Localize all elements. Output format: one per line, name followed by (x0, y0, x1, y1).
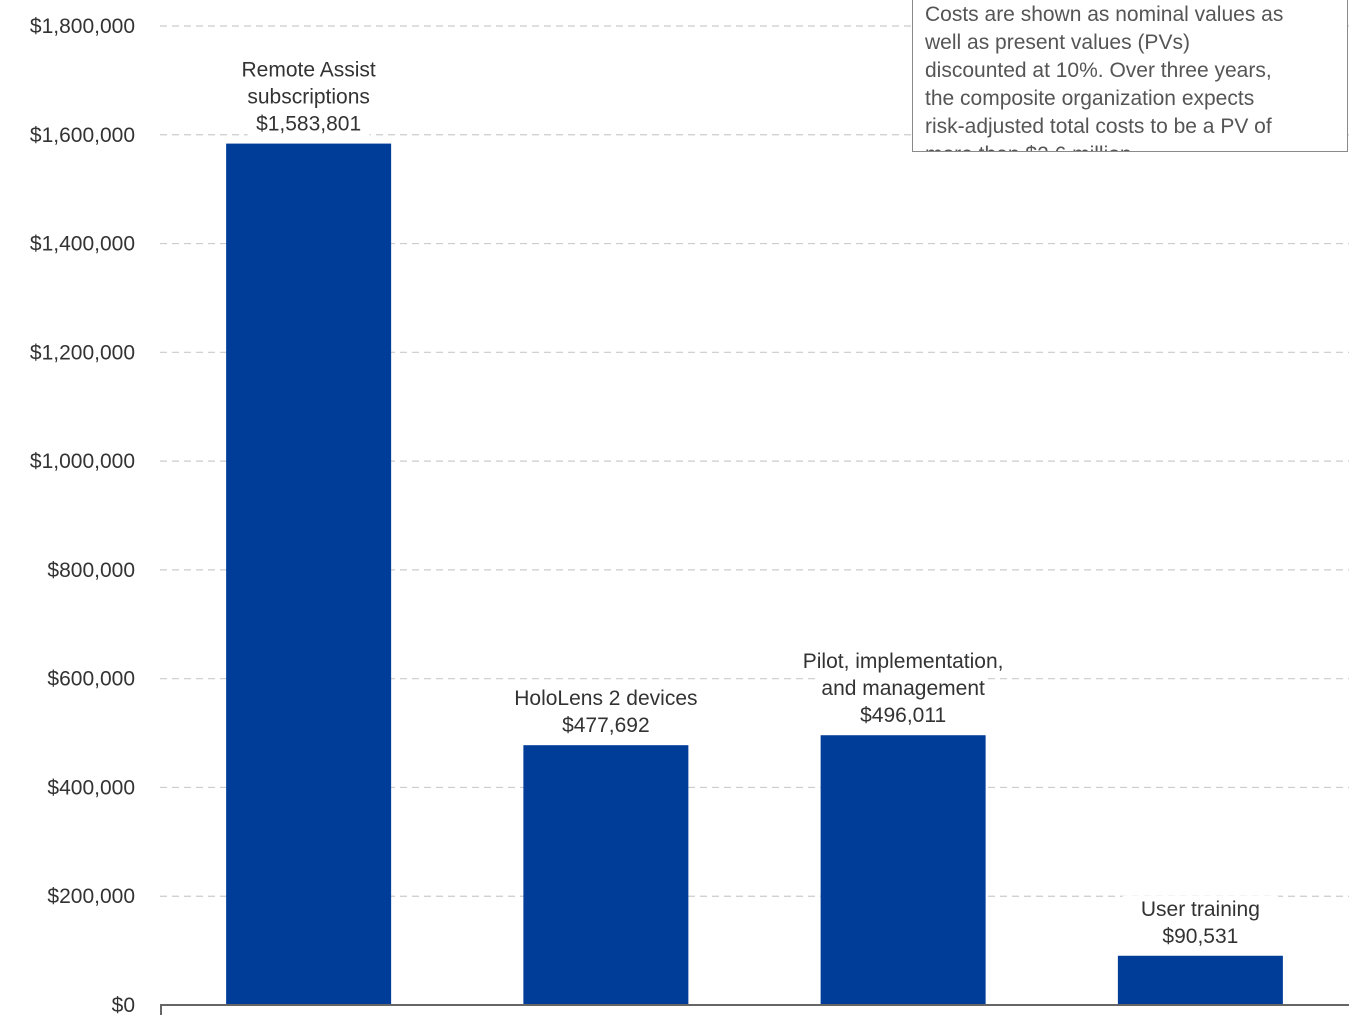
callout-line: the composite organization expects (925, 85, 1335, 113)
y-tick-label: $400,000 (47, 776, 135, 799)
y-tick-label: $600,000 (47, 668, 135, 691)
callout-line: discounted at 10%. Over three years, (925, 57, 1335, 85)
y-tick-label: $200,000 (47, 885, 135, 908)
callout-note: Costs are shown as nominal values as wel… (912, 0, 1348, 152)
y-tick-label: $1,000,000 (30, 450, 135, 473)
bar-value-label: $477,692 (562, 714, 650, 737)
callout-line: more than $2.6 million. (925, 141, 1335, 152)
bar-value-label: $496,011 (860, 704, 946, 727)
callout-line: well as present values (PVs) (925, 29, 1335, 57)
y-tick-label: $1,800,000 (30, 15, 135, 38)
y-tick-label: $0 (112, 994, 135, 1015)
bar-category-label: User training (1141, 898, 1260, 921)
bar (523, 745, 688, 1005)
bar-category-label: subscriptions (247, 86, 370, 109)
bar-category-label: and management (821, 677, 985, 700)
bar-value-label: $90,531 (1162, 925, 1238, 948)
bar (821, 735, 986, 1005)
bar (226, 144, 391, 1005)
callout-line: Costs are shown as nominal values as (925, 1, 1335, 29)
y-axis-tick-labels: $0 $200,000 $400,000 $600,000 $800,000 $1,000… (30, 15, 135, 1015)
callout-line: risk-adjusted total costs to be a PV of (925, 113, 1335, 141)
bar-category-label: Pilot, implementation, (803, 650, 1004, 673)
y-tick-label: $1,400,000 (30, 233, 135, 256)
bar-value-label: $1,583,801 (256, 113, 361, 136)
y-tick-label: $800,000 (47, 559, 135, 582)
bar (1118, 956, 1283, 1005)
bars (226, 144, 1283, 1005)
y-tick-label: $1,600,000 (30, 124, 135, 147)
bar-category-label: Remote Assist (242, 59, 376, 82)
y-tick-label: $1,200,000 (30, 341, 135, 364)
bar-category-label: HoloLens 2 devices (514, 687, 697, 710)
